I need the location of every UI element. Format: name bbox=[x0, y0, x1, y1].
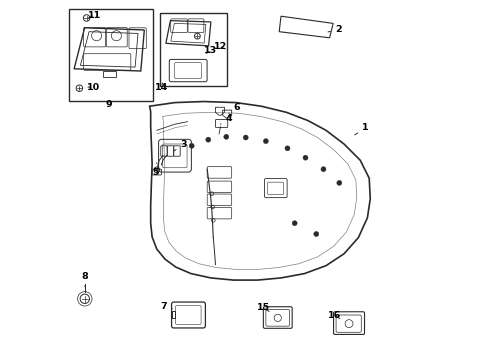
Bar bbox=[69, 9, 153, 101]
Text: 9: 9 bbox=[106, 100, 112, 109]
Text: 2: 2 bbox=[328, 25, 342, 34]
Text: 10: 10 bbox=[87, 83, 99, 91]
Circle shape bbox=[292, 221, 297, 226]
Circle shape bbox=[314, 231, 319, 237]
Text: 7: 7 bbox=[161, 302, 172, 311]
Text: 16: 16 bbox=[328, 310, 341, 320]
Circle shape bbox=[337, 180, 342, 185]
Bar bbox=[172, 311, 175, 318]
Text: 6: 6 bbox=[229, 103, 241, 113]
Text: 8: 8 bbox=[81, 272, 88, 287]
Text: 11: 11 bbox=[88, 10, 101, 19]
Circle shape bbox=[303, 155, 308, 160]
Text: 5: 5 bbox=[152, 163, 159, 177]
Circle shape bbox=[263, 139, 269, 144]
Circle shape bbox=[321, 167, 326, 172]
Bar bbox=[160, 13, 227, 86]
Text: 4: 4 bbox=[220, 113, 232, 124]
Text: 14: 14 bbox=[155, 83, 168, 91]
Circle shape bbox=[206, 137, 211, 142]
Circle shape bbox=[189, 143, 194, 148]
Bar bbox=[103, 71, 116, 77]
Text: 12: 12 bbox=[214, 42, 227, 51]
Circle shape bbox=[285, 146, 290, 151]
Text: 1: 1 bbox=[355, 123, 369, 135]
Circle shape bbox=[224, 134, 229, 139]
Text: 3: 3 bbox=[174, 140, 187, 151]
Text: 13: 13 bbox=[204, 46, 218, 55]
Circle shape bbox=[243, 135, 248, 140]
Text: 15: 15 bbox=[256, 303, 270, 312]
